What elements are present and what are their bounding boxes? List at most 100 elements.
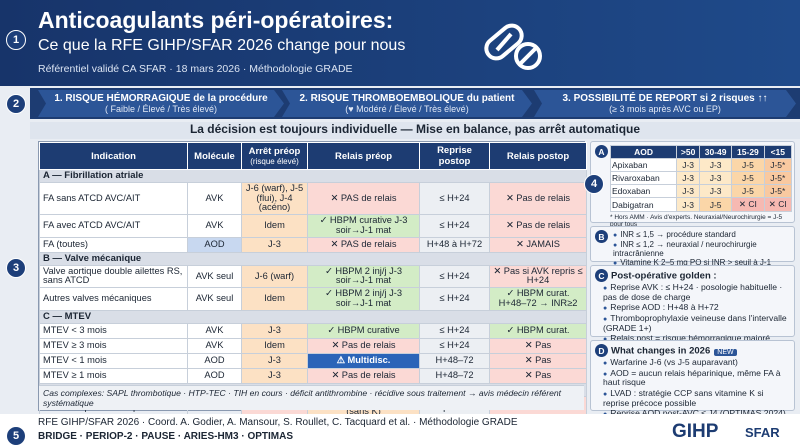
panel-letter: C: [595, 269, 608, 282]
header: [0, 0, 800, 86]
cell: ✕ Pas: [489, 367, 587, 384]
cell: ✕ Pas de relais: [489, 214, 587, 238]
column-label: Arrêt préop: [248, 146, 301, 157]
cell: ✓ HBPM 2 inj/j J-3 soir→J-1 mat: [307, 264, 420, 289]
section-row: A — Fibrillation atriale: [39, 169, 587, 183]
column-label: Indication: [91, 150, 136, 162]
cell: Autres valves mécaniques: [39, 287, 188, 311]
panel-letter: D: [595, 344, 608, 357]
cell: ✕ Pas: [489, 352, 587, 369]
cell: J-6 (warf): [241, 264, 308, 289]
step-sub: (♥ Modéré / Élevé / Très élevé): [345, 104, 469, 114]
aod-note: * Hors AMM · Avis d'experts. Neuraxial/N…: [610, 214, 783, 228]
cell: MTEV ≥ 1 mois: [39, 367, 188, 384]
cell: Valve aortique double ailettes RS, sans …: [39, 264, 188, 289]
cell: FA (toutes): [39, 236, 188, 253]
banner: La décision est toujours individuelle — …: [30, 122, 800, 139]
panel-item: Vitamine K 2–5 mg PO si INR > seuil à J-…: [613, 259, 790, 268]
panel-item: INR ≤ 1,5 → procédure standard: [613, 230, 790, 240]
panel-letter: B: [595, 230, 608, 243]
cell: ≤ H+24: [419, 287, 490, 311]
section-title: B — Valve mécanique: [39, 251, 587, 266]
main-table: Indication Molécule Arrêt préop (risque éle…: [38, 141, 587, 435]
cell: AOD: [187, 367, 242, 384]
panel-item: Warfarine J-6 (vs J-5 auparavant): [603, 357, 790, 368]
column-header: Indication: [39, 142, 188, 170]
panel-title: What changes in 2026: [611, 345, 711, 357]
step-marker: 5: [6, 426, 26, 446]
cell: ✕ Pas de relais: [307, 337, 420, 354]
meta: Référentiel validé CA SFAR · 18 mars 202…: [38, 63, 353, 75]
aod-row: Edoxaban J-3 J-3 J-5 J-5*: [609, 184, 793, 198]
cell: AVK: [187, 181, 242, 216]
aod-cell: J-3: [698, 158, 733, 172]
aod-cell: J-5*: [763, 184, 793, 198]
aod-cell: J-3: [676, 197, 700, 212]
panel-b: B INR ≤ 1,5 → procédure standardINR ≤ 1,2…: [590, 226, 795, 267]
column-sub: (risque élevé): [250, 157, 299, 166]
cell: ⚠ Multidisc.: [307, 352, 420, 369]
table-footnote: Cas complexes: SAPL thrombotique · HTP-T…: [39, 385, 584, 410]
cell: J-3: [241, 236, 308, 253]
aod-header: AOD >50 30-49 15-29 <15: [609, 145, 793, 159]
aod-cell: J-3: [698, 184, 733, 198]
step-marker: 1: [6, 30, 26, 50]
step: 1. RISQUE HÉMORRAGIQUE de la procédure( …: [38, 90, 284, 117]
aod-cell: J-3: [698, 171, 733, 185]
row: FA avec ATCD AVC/AIT AVK Idem ✓ HBPM curati…: [39, 214, 587, 238]
panel-item: INR ≤ 1,2 → neuraxial / neurochirurgie i…: [613, 240, 790, 259]
row: MTEV < 3 mois AVK J-3 ✓ HBPM curative ≤ H+24…: [39, 322, 587, 339]
cell: ✕ JAMAIS: [489, 236, 587, 253]
cell: H+48–72: [419, 352, 490, 369]
row: MTEV < 1 mois AOD J-3 ⚠ Multidisc. H+48–72 ✕ …: [39, 352, 587, 369]
row: MTEV ≥ 3 mois AVK Idem ✕ Pas de relais ≤ H+2…: [39, 337, 587, 354]
row: MTEV ≥ 1 mois AOD J-3 ✕ Pas de relais H+48–7…: [39, 367, 587, 384]
pill-icon: [484, 23, 542, 70]
cell: ✕ PAS de relais: [307, 181, 420, 216]
logo: SFAR: [745, 425, 780, 440]
cell: AVK: [187, 337, 242, 354]
column-header: Relais postop: [489, 142, 587, 170]
cell: ✕ Pas: [489, 337, 587, 354]
cell: ≤ H+24: [419, 322, 490, 339]
column-label: Relais postop: [506, 150, 570, 162]
cell: AOD: [187, 352, 242, 369]
cell: FA sans ATCD AVC/AIT: [39, 181, 188, 216]
aod-col: 15-29: [731, 145, 765, 159]
subtitle: Ce que la RFE GIHP/SFAR 2026 change pour…: [38, 37, 406, 54]
step-marker: 2: [6, 94, 26, 114]
column-header: Molécule: [187, 142, 242, 170]
cell: ≤ H+24: [419, 214, 490, 238]
step-marker: 3: [6, 258, 26, 278]
panel-item: Reprise AOD post-AVC ≤ J4 (OPTIMAS 2024): [603, 408, 790, 419]
cell: J-6 (warf), J-5 (flui), J-4 (acéno): [241, 181, 308, 216]
aod-cell: Apixaban: [609, 158, 678, 172]
row: Autres valves mécaniques AVK seul Idem ✓ HB…: [39, 287, 587, 311]
cell: ✕ Pas si AVK repris ≤ H+24: [489, 264, 587, 289]
row: Valve aortique double ailettes RS, sans …: [39, 264, 587, 289]
cell: ✕ Pas de relais: [307, 367, 420, 384]
cell: MTEV < 1 mois: [39, 352, 188, 369]
aod-row: Rivaroxaban J-3 J-3 J-5 J-5*: [609, 171, 793, 185]
aod-col: >50: [676, 145, 700, 159]
aod-col: AOD: [609, 145, 678, 159]
cell: AVK: [187, 214, 242, 238]
row: FA (toutes) AOD J-3 ✕ PAS de relais H+48 à H…: [39, 236, 587, 253]
aod-row: Dabigatran J-3 J-5 ✕ CI ✕ CI: [609, 197, 793, 212]
panel-item: LVAD : stratégie CCP sans vitamine K si …: [603, 388, 790, 408]
step-sub: ( Faible / Élevé / Très élevé): [104, 104, 218, 114]
panel-letter: A: [595, 145, 608, 158]
column-label: Molécule: [194, 150, 235, 162]
table: Indication Molécule Arrêt préop (risque éle…: [39, 142, 587, 435]
cell: J-3: [241, 322, 308, 339]
panel-head: C Post-opérative golden :: [595, 269, 790, 282]
column-label: Reprise postop: [437, 145, 472, 167]
panel-title: Post-opérative golden :: [611, 270, 717, 282]
aod-cell: ✕ CI: [763, 197, 793, 212]
aod-cell: J-3: [676, 171, 700, 185]
column-label: Relais préop: [334, 150, 393, 162]
aod-row: Apixaban J-3 J-3 J-5 J-5*: [609, 158, 793, 172]
